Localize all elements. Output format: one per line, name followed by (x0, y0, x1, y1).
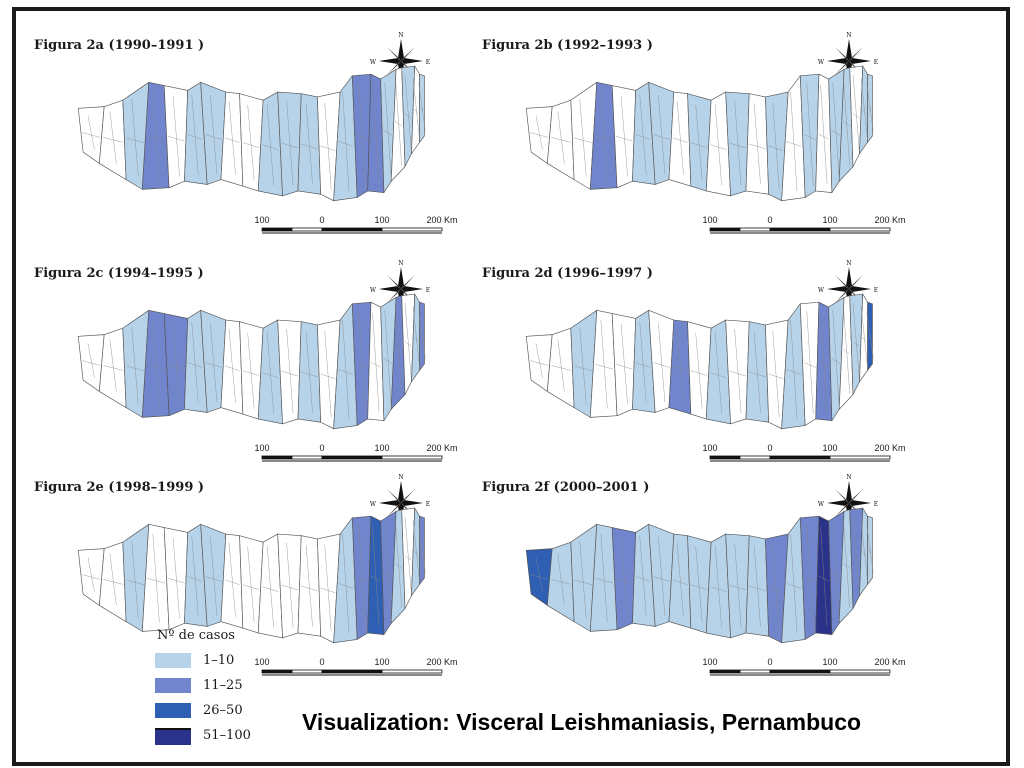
compass-n-label: N (846, 32, 851, 39)
scale-label-0: 100 (254, 443, 269, 453)
scale-bar: 100 0 100 200 Km (702, 215, 906, 234)
scale-label-2: 100 (374, 443, 389, 453)
state-map (77, 507, 426, 644)
state-map (525, 293, 874, 430)
legend-swatch-2 (155, 678, 191, 693)
scale-label-2: 100 (374, 215, 389, 225)
compass-n-label: N (398, 260, 403, 267)
scale-bar: 100 0 100 200 Km (702, 443, 906, 462)
legend-label-3: 26–50 (203, 703, 243, 718)
scale-label-3: 200 Km (874, 443, 905, 453)
compass-e-label: E (426, 59, 430, 66)
legend-item-3: 26–50 (155, 700, 275, 720)
map-panel: Figura 2e (1998–1999 )NSWE1000100200 Km (20, 452, 480, 680)
scale-bar: 100 0 100 200 Km (254, 215, 458, 234)
scale-label-3: 200 Km (874, 215, 905, 225)
panel-title: Figura 2e (1998–1999 ) (34, 480, 205, 495)
compass-w-label: W (818, 59, 825, 66)
scale-label-2: 100 (822, 443, 837, 453)
scale-bar: 100 0 100 200 Km (254, 443, 458, 462)
scale-label-0: 100 (702, 215, 717, 225)
map-panel: Figura 2b (1992–1993 )NSWE1000100200 Km (468, 10, 928, 238)
scale-label-0: 100 (254, 657, 269, 667)
map-panel: Figura 2f (2000–2001 )NSWE1000100200 Km (468, 452, 928, 680)
compass-w-label: W (818, 501, 825, 508)
compass-w-label: W (370, 287, 377, 294)
scale-label-0: 100 (254, 215, 269, 225)
scale-label-1: 0 (319, 443, 324, 453)
scale-bar: 100 0 100 200 Km (254, 657, 458, 676)
legend-swatch-4 (155, 728, 191, 745)
scale-label-2: 100 (822, 657, 837, 667)
scale-label-1: 0 (319, 215, 324, 225)
compass-e-label: E (874, 59, 878, 66)
legend-swatch-3 (155, 703, 191, 718)
legend-item-4: 51–100 (155, 725, 275, 745)
panel-title: Figura 2f (2000–2001 ) (482, 480, 650, 495)
legend-item-1: 1–10 (155, 650, 275, 670)
compass-w-label: W (370, 59, 377, 66)
legend-item-2: 11–25 (155, 675, 275, 695)
scale-label-1: 0 (319, 657, 324, 667)
compass-n-label: N (846, 260, 851, 267)
compass-rose-icon: NSWE (370, 474, 430, 534)
state-map (525, 507, 874, 644)
scale-label-3: 200 Km (426, 657, 457, 667)
panel-title: Figura 2c (1994–1995 ) (34, 266, 204, 281)
scale-label-0: 100 (702, 657, 717, 667)
panel-title: Figura 2b (1992–1993 ) (482, 38, 653, 53)
legend-title: Nº de casos (157, 628, 235, 643)
map-panel: Figura 2a (1990–1991 )NSWE1000100200 Km (20, 10, 480, 238)
legend-label-2: 11–25 (203, 678, 243, 693)
scale-label-3: 200 Km (874, 657, 905, 667)
compass-n-label: N (398, 474, 403, 481)
scale-label-3: 200 Km (426, 215, 457, 225)
scale-bar: 100 0 100 200 Km (702, 657, 906, 676)
legend: Nº de casos 1–10 11–25 26–50 51–100 (155, 628, 275, 758)
scale-label-3: 200 Km (426, 443, 457, 453)
scale-label-2: 100 (374, 657, 389, 667)
caption: Visualization: Visceral Leishmaniasis, P… (302, 709, 862, 735)
scale-label-1: 0 (767, 657, 772, 667)
panel-title: Figura 2a (1990–1991 ) (34, 38, 205, 53)
compass-w-label: W (370, 501, 377, 508)
state-map (77, 65, 426, 202)
compass-w-label: W (818, 287, 825, 294)
compass-n-label: N (846, 474, 851, 481)
compass-n-label: N (398, 32, 403, 39)
legend-label-1: 1–10 (203, 653, 235, 668)
compass-e-label: E (426, 501, 430, 508)
legend-label-4: 51–100 (203, 728, 251, 743)
state-map (77, 293, 426, 430)
map-panel: Figura 2d (1996–1997 )NSWE1000100200 Km (468, 238, 928, 466)
scale-label-0: 100 (702, 443, 717, 453)
scale-label-2: 100 (822, 215, 837, 225)
scale-label-1: 0 (767, 443, 772, 453)
compass-e-label: E (426, 287, 430, 294)
legend-swatch-1 (155, 653, 191, 668)
panel-title: Figura 2d (1996–1997 ) (482, 266, 653, 281)
state-map (525, 65, 874, 202)
compass-e-label: E (874, 501, 878, 508)
scale-label-1: 0 (767, 215, 772, 225)
compass-e-label: E (874, 287, 878, 294)
map-panel: Figura 2c (1994–1995 )NSWE1000100200 Km (20, 238, 480, 466)
